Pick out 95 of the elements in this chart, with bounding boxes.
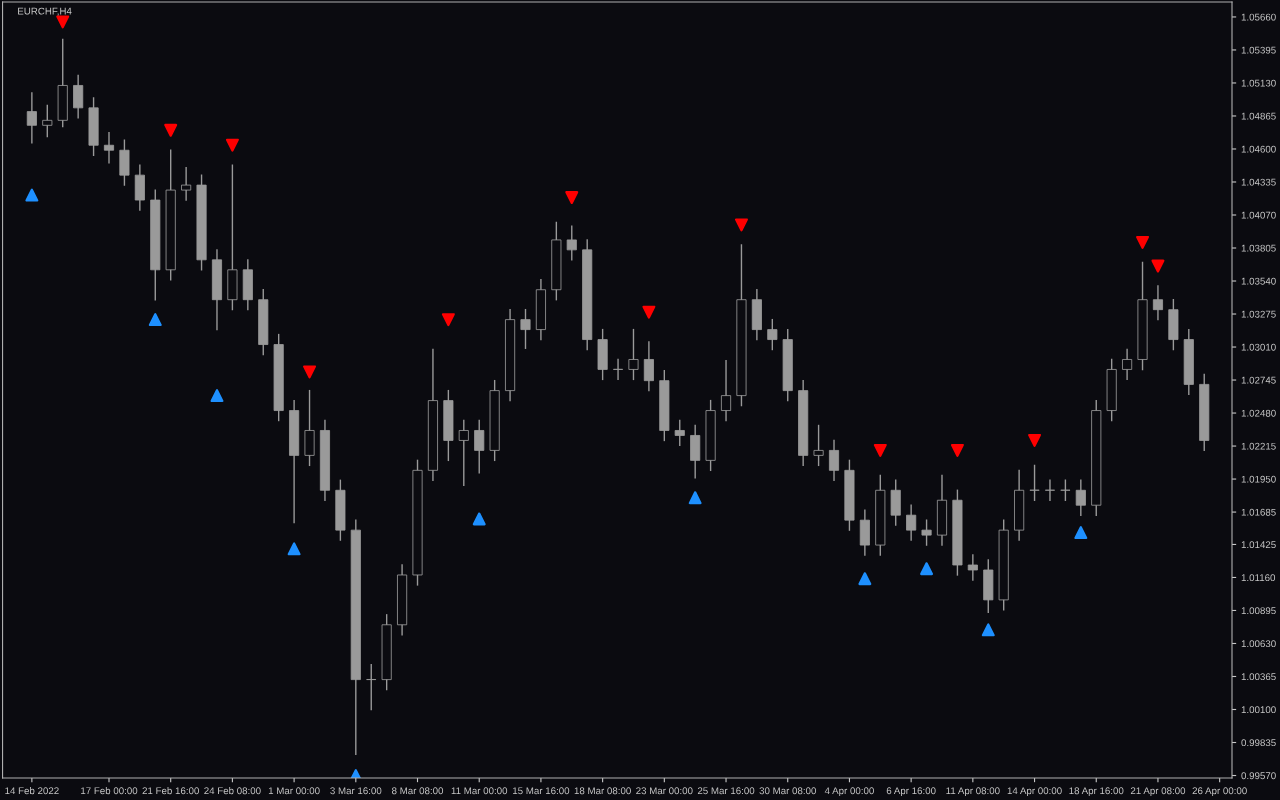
candlestick: [26, 92, 37, 144]
candlestick: [73, 74, 84, 119]
x-tick-label: 30 Mar 08:00: [759, 787, 816, 795]
x-tick-label: 14 Feb 2022: [5, 787, 59, 795]
point: [920, 562, 934, 576]
x-tick-label: 21 Feb 16:00: [142, 787, 199, 795]
point: [303, 365, 317, 379]
x-tick-label: 6 Apr 16:00: [886, 787, 936, 797]
y-tick-label: 1.00630: [1241, 640, 1276, 648]
point: [1028, 433, 1042, 447]
y-tick-label: 1.03805: [1241, 244, 1276, 252]
x-tick-label: 26 Apr 00:00: [1192, 787, 1247, 797]
point: [1151, 259, 1165, 273]
candlestick: [767, 318, 778, 351]
point: [734, 218, 748, 232]
point: [858, 572, 872, 586]
candlestick: [474, 419, 485, 474]
y-tick-label: 1.04600: [1241, 145, 1276, 153]
y-tick-label: 1.05130: [1241, 79, 1276, 87]
y-tick-label: 1.00895: [1241, 607, 1276, 615]
candlestick: [1044, 479, 1056, 501]
point: [1136, 235, 1150, 249]
point: [565, 191, 579, 205]
y-tick-label: 0.99835: [1241, 739, 1276, 747]
point: [688, 491, 702, 505]
candlestick: [520, 308, 531, 349]
point: [225, 138, 239, 152]
x-tick-label: 18 Mar 08:00: [574, 787, 631, 795]
candlestick: [1152, 285, 1163, 321]
candlestick: [366, 663, 377, 711]
candlestick: [458, 419, 469, 486]
candlestick: [967, 554, 978, 581]
candlestick: [813, 424, 824, 467]
candlestick: [1029, 464, 1040, 501]
point: [873, 443, 887, 457]
point: [981, 623, 995, 637]
y-tick-label: 1.01950: [1241, 475, 1276, 483]
y-tick-label: 1.03540: [1241, 277, 1276, 285]
y-tick-label: 1.02215: [1241, 442, 1276, 450]
candlestick: [828, 439, 840, 481]
y-tick-label: 1.04865: [1241, 112, 1276, 120]
candlestick: [643, 341, 654, 392]
candlestick: [566, 225, 577, 261]
candlestick: [1060, 479, 1071, 501]
x-tick-label: 21 Apr 08:00: [1130, 787, 1186, 797]
y-tick-label: 1.05395: [1241, 46, 1276, 54]
candlestick: [181, 166, 192, 201]
point: [642, 305, 656, 319]
point: [56, 15, 70, 29]
y-tick-label: 1.03275: [1241, 310, 1276, 318]
x-tick-label: 11 Apr 08:00: [946, 787, 1000, 797]
candlestick: [628, 328, 639, 381]
y-tick-label: 1.01425: [1241, 541, 1276, 549]
x-tick-label: 8 Mar 08:00: [392, 787, 444, 795]
candlestick: [613, 358, 624, 381]
x-tick-label: 11 Mar 00:00: [451, 787, 508, 795]
candlestick: [103, 132, 115, 164]
x-tick-label: 23 Mar 00:00: [636, 787, 693, 795]
y-tick-label: 1.03010: [1241, 343, 1276, 351]
y-tick-label: 1.01685: [1241, 508, 1276, 516]
y-tick-label: 1.02480: [1241, 409, 1276, 417]
candlestick: [1075, 479, 1086, 516]
y-tick-label: 1.04335: [1241, 178, 1276, 186]
y-tick-label: 0.99570: [1241, 772, 1276, 780]
candlestick: [720, 360, 732, 422]
x-tick-label: 14 Apr 00:00: [1007, 787, 1062, 797]
x-tick-label: 18 Apr 16:00: [1069, 787, 1124, 797]
y-tick-label: 1.02745: [1241, 376, 1276, 384]
y-tick-label: 1.01160: [1241, 574, 1276, 582]
candlestick: [906, 504, 917, 541]
x-tick-label: 15 Mar 16:00: [513, 787, 570, 795]
point: [148, 313, 162, 327]
x-tick-label: 4 Apr 00:00: [824, 787, 874, 797]
y-tick-label: 1.00365: [1241, 673, 1276, 681]
x-tick-label: 25 Mar 16:00: [697, 787, 755, 795]
y-tick-label: 1.00100: [1241, 706, 1276, 714]
point: [441, 313, 455, 327]
point: [950, 443, 964, 457]
candlestick: [674, 419, 685, 447]
x-tick-label: 17 Feb 00:00: [81, 787, 138, 795]
x-tick-label: 3 Mar 16:00: [330, 787, 382, 795]
point: [210, 389, 224, 403]
point: [25, 188, 39, 202]
candlestick: [1122, 348, 1133, 381]
y-tick-label: 1.05660: [1241, 13, 1276, 21]
point: [287, 542, 301, 556]
chart-title: EURCHF,H4: [18, 7, 72, 16]
point: [1074, 526, 1088, 540]
candlestick: [921, 519, 932, 546]
point: [472, 512, 486, 526]
x-tick-label: 1 Mar 00:00: [268, 787, 320, 795]
point: [164, 123, 178, 137]
candlestick: [42, 104, 53, 138]
y-tick-label: 1.04070: [1241, 211, 1276, 219]
x-tick-label: 24 Feb 08:00: [204, 787, 261, 795]
